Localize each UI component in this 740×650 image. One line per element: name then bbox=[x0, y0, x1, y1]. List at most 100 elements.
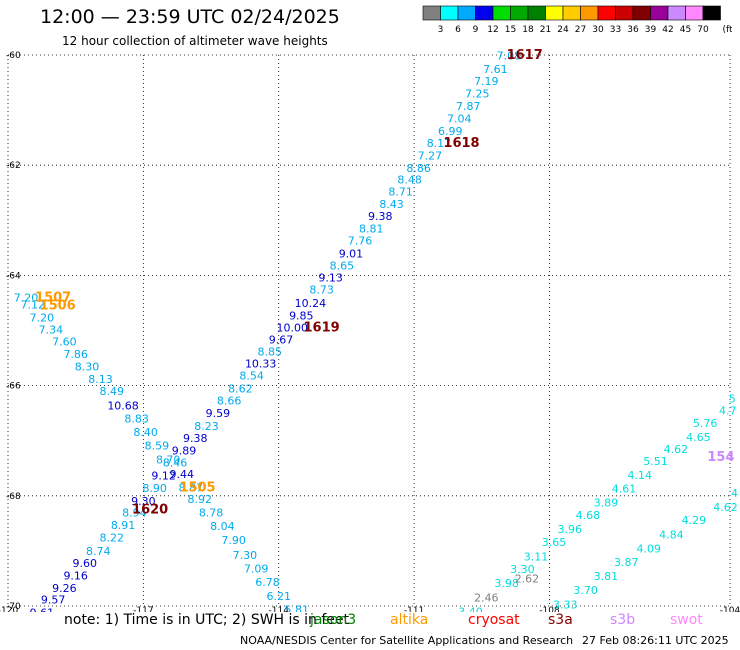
wave-height-point: 2.46 bbox=[474, 592, 499, 605]
wave-height-point: 8.48 bbox=[397, 174, 422, 187]
colorbar-label: 24 bbox=[557, 25, 569, 35]
wave-height-point: 8.90 bbox=[142, 482, 167, 495]
wave-height-point: 8.78 bbox=[199, 506, 224, 519]
wave-height-point: 8.54 bbox=[239, 370, 264, 383]
wave-height-point: 9.60 bbox=[72, 557, 97, 570]
wave-height-point: 9.13 bbox=[318, 272, 343, 285]
pass-label: 1507 bbox=[35, 290, 71, 305]
wave-height-point: 8.59 bbox=[145, 440, 170, 453]
wave-height-point: 10.24 bbox=[295, 297, 327, 310]
wave-height-point: 9.44 bbox=[169, 468, 194, 481]
satellite-legend-item: s3a bbox=[548, 612, 573, 628]
wave-height-point: 8.43 bbox=[379, 198, 404, 211]
colorbar-label: 70 bbox=[697, 25, 709, 35]
y-tick-label: -60 bbox=[6, 51, 21, 61]
x-tick-label: -111 bbox=[404, 606, 424, 612]
wave-height-point: 7.20 bbox=[30, 311, 55, 324]
wave-height-point: 9.01 bbox=[339, 247, 364, 260]
y-tick-label: -66 bbox=[6, 382, 21, 392]
wave-height-point: 6.21 bbox=[267, 590, 292, 603]
wave-height-point: 5.51 bbox=[643, 455, 668, 468]
wave-height-point: 3.70 bbox=[573, 584, 598, 597]
chart-subtitle: 12 hour collection of altimeter wave hei… bbox=[62, 34, 328, 48]
wave-height-point: 7.86 bbox=[63, 348, 88, 361]
wave-height-point: 7.90 bbox=[221, 534, 246, 547]
wave-height-point: 4.29 bbox=[682, 514, 707, 527]
x-tick-label: -114 bbox=[269, 606, 290, 612]
colorbar-label: 3 bbox=[438, 25, 444, 35]
colorbar-label: 27 bbox=[575, 25, 586, 35]
wave-height-point: 10.33 bbox=[245, 358, 277, 371]
wave-height-point: 9.57 bbox=[41, 593, 66, 606]
wave-height-point: 8.40 bbox=[133, 426, 158, 439]
wave-height-point: 6.78 bbox=[255, 576, 280, 589]
colorbar-label: 6 bbox=[455, 25, 461, 35]
wave-height-point: 4.7 bbox=[719, 404, 737, 417]
wave-height-point: 7.25 bbox=[465, 88, 490, 101]
wave-height-point: 7.34 bbox=[39, 323, 64, 336]
wave-height-point: 3.96 bbox=[558, 523, 583, 536]
wave-height-point: 9.26 bbox=[52, 582, 77, 595]
wave-height-point: 3.89 bbox=[594, 496, 619, 509]
wave-height-point: 4 bbox=[731, 487, 738, 500]
wave-height-point: 9.30 bbox=[131, 495, 156, 508]
wave-height-point: 5.76 bbox=[693, 417, 718, 430]
wave-height-point: 4.68 bbox=[576, 509, 601, 522]
wave-height-point: 3.30 bbox=[510, 563, 535, 576]
wave-height-point: 3.40 bbox=[458, 606, 483, 612]
wave-height-point: 8.70 bbox=[156, 453, 181, 466]
wave-height-chart: -120 -117 -114 -111 -108 -104 -60 -62 -64 -66 -68 -… bbox=[0, 48, 740, 612]
wave-height-point: 9.12 bbox=[151, 469, 176, 482]
pass-label: 1618 bbox=[443, 136, 479, 151]
colorbar-label: 15 bbox=[505, 25, 516, 35]
pass-label: 1506 bbox=[40, 299, 76, 314]
colorbar-label: 18 bbox=[522, 25, 534, 35]
wave-height-point: 3.98 bbox=[494, 577, 519, 590]
pass-label: 1620 bbox=[132, 503, 168, 518]
x-tick-label: -120 bbox=[0, 606, 18, 612]
wave-height-point: 8.83 bbox=[124, 413, 149, 426]
wave-height-point: 8.65 bbox=[330, 259, 355, 272]
colorbar-unit: (ft) bbox=[723, 25, 733, 35]
wave-height-point: 8.49 bbox=[100, 385, 125, 398]
wave-height-point: 9.85 bbox=[289, 310, 314, 323]
wave-height-point: 7.87 bbox=[456, 100, 481, 113]
wave-height-point: 8.92 bbox=[188, 493, 213, 506]
wave-height-point: 3.11 bbox=[524, 550, 549, 563]
wave-height-point: 7.27 bbox=[418, 149, 443, 162]
wave-height-point: 3.65 bbox=[542, 536, 567, 549]
wave-height-point: 7.61 bbox=[483, 63, 508, 76]
wave-height-point: 4.84 bbox=[659, 528, 684, 541]
colorbar-label: 21 bbox=[540, 25, 551, 35]
satellite-legend-item: cryosat bbox=[468, 612, 520, 628]
wave-height-point: 10.68 bbox=[107, 399, 139, 412]
wave-height-point: 8.13 bbox=[88, 373, 113, 386]
wave-height-point: 9.38 bbox=[368, 210, 393, 223]
colorbar-label: 33 bbox=[610, 25, 621, 35]
pass-label: 1619 bbox=[304, 321, 340, 336]
wave-height-point: 3.81 bbox=[594, 570, 619, 583]
wave-height-point: 6.99 bbox=[438, 125, 463, 138]
wave-height-point: 7.08 bbox=[497, 50, 522, 63]
wave-height-point: 9.16 bbox=[63, 570, 88, 583]
satellite-legend-item: s3b bbox=[610, 612, 636, 628]
wave-height-point: 4.62 bbox=[664, 443, 689, 456]
credit-text: NOAA/NESDIS Center for Satellite Applica… bbox=[240, 634, 574, 647]
wave-height-point: 7.09 bbox=[244, 563, 269, 576]
wave-height-point: 8.85 bbox=[257, 345, 282, 358]
wave-height-point: 5.81 bbox=[285, 603, 310, 612]
wave-height-point: 7.20 bbox=[14, 291, 39, 304]
wave-height-point: 8.87 bbox=[179, 482, 204, 495]
x-tick-label: -108 bbox=[539, 606, 560, 612]
colorbar-label: 45 bbox=[680, 25, 691, 35]
wave-height-point: 4.14 bbox=[628, 469, 653, 482]
wave-height-point: 7.76 bbox=[348, 235, 373, 248]
wave-height-point: 8.81 bbox=[359, 223, 384, 236]
wave-height-point: 7.04 bbox=[447, 112, 472, 125]
wave-height-point: 7.12 bbox=[21, 299, 46, 312]
wave-height-point: 9.61 bbox=[30, 607, 55, 612]
wave-height-point: 8.17 bbox=[427, 137, 452, 150]
footer-note: note: 1) Time is in UTC; 2) SWH is in fe… bbox=[64, 612, 350, 628]
colorbar-label: 12 bbox=[487, 25, 498, 35]
